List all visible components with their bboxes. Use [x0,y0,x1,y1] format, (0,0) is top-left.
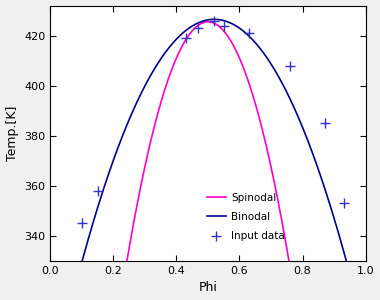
Point [211,18,217,23]
X-axis label: Phi: Phi [198,281,217,294]
Legend: Spinodal, Binodal, Input data: Spinodal, Binodal, Input data [203,188,289,246]
Point [95,188,101,193]
Point [79,221,85,226]
Point [221,23,227,28]
Point [321,121,328,126]
Point [287,63,293,68]
Y-axis label: Temp.[K]: Temp.[K] [6,106,19,161]
Point [246,31,252,35]
Point [183,36,189,40]
Point [195,26,201,31]
Point [340,201,347,206]
